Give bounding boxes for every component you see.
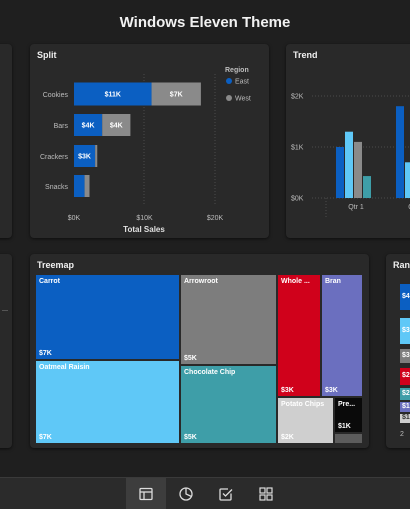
split-bar-label: $4K <box>82 123 95 130</box>
split-bar-west <box>84 175 90 197</box>
trend-bar <box>345 131 353 198</box>
trend-y-tick: $2K <box>291 94 304 101</box>
trend-bar <box>336 147 344 198</box>
trend-title: Trend <box>293 50 318 60</box>
rank-bar-7: $1 <box>400 414 410 423</box>
trend-x-tick: Qtr 1 <box>348 204 364 211</box>
trend-x-tick: Qtr 2 <box>408 204 410 211</box>
split-bar-west <box>151 82 201 106</box>
treemap-tile-label: Whole ... <box>281 278 310 285</box>
split-title: Split <box>37 50 57 60</box>
split-chart: Region East West Total Sales Cookies $11K… <box>40 67 251 234</box>
split-bar-east <box>74 175 85 197</box>
split-category-label: Cookies <box>43 92 69 99</box>
treemap-tile-value: $7K <box>39 434 52 441</box>
trend-y-tick: $0K <box>291 196 304 203</box>
split-legend-west-dot <box>226 95 232 101</box>
treemap-card[interactable]: Treemap Carrot $7K Oatmeal Raisin $7K Arrowr… <box>30 254 369 448</box>
treemap-tile-label: Arrowroot <box>184 278 218 285</box>
treemap-title: Treemap <box>37 260 75 270</box>
split-bar-label: $7K <box>170 92 183 99</box>
treemap-tile[interactable]: Whole ... $3K <box>277 274 321 397</box>
rank-axis-tick: 2 <box>400 431 404 438</box>
treemap-tile-value: $2K <box>281 434 294 441</box>
treemap-tile-label: Potato Chips <box>281 401 325 408</box>
split-category-label: Snacks <box>45 184 68 191</box>
nav-grid-button[interactable] <box>246 478 286 509</box>
treemap-tile-value: $3K <box>281 387 294 394</box>
grid-icon <box>259 487 273 501</box>
split-bar-label: $4K <box>110 123 123 130</box>
rank-bar-3: $3 <box>400 349 410 363</box>
split-x-tick: $0K <box>68 215 81 222</box>
treemap-tile[interactable]: Carrot $7K <box>35 274 180 360</box>
treemap-tile-value: $5K <box>184 434 197 441</box>
pie-chart-icon <box>179 487 193 501</box>
treemap-tile[interactable]: Bran $3K <box>321 274 363 397</box>
treemap-tile[interactable]: Chocolate Chip $5K <box>180 365 277 444</box>
rank-card[interactable]: Rank $4 $3 $3 $2 $2 $1 $1 2 <box>386 254 410 448</box>
nav-checkbox-button[interactable] <box>206 478 246 509</box>
split-bar-label: $3K <box>78 154 91 161</box>
treemap-tile-value: $1K <box>338 423 351 430</box>
treemap-tile-value: $7K <box>39 350 52 357</box>
treemap-tile[interactable]: Pre... $1K <box>334 397 363 433</box>
treemap-tile[interactable]: Potato Chips $2K <box>277 397 334 444</box>
left-top-card-partial[interactable] <box>0 44 12 238</box>
split-card[interactable]: Split Region East West Total Sales Cooki… <box>30 44 269 238</box>
left-bottom-card-partial[interactable] <box>0 254 12 448</box>
treemap-tile[interactable]: Arrowroot $5K <box>180 274 277 365</box>
treemap-tile-label: Bran <box>325 278 341 285</box>
trend-chart: $0K $1K $2K Qtr 1 Qtr 2 <box>291 94 410 219</box>
split-legend-east-label: East <box>235 79 249 86</box>
rank-bar-2: $3 <box>400 318 410 344</box>
rank-title: Rank <box>393 260 410 270</box>
treemap-tile[interactable] <box>334 433 363 444</box>
treemap-tile-label: Chocolate Chip <box>184 369 236 376</box>
rank-bar-5: $2 <box>400 388 410 400</box>
treemap-tile-label: Pre... <box>338 401 356 408</box>
checkbox-icon <box>219 488 233 501</box>
rank-bar-1: $4 <box>400 284 410 310</box>
rank-bar-6: $1 <box>400 402 410 412</box>
split-bar-east <box>74 82 152 106</box>
rank-bar-4: $2 <box>400 368 410 385</box>
treemap-tile-value: $3K <box>325 387 338 394</box>
trend-bar <box>396 106 404 198</box>
treemap-tile-label: Oatmeal Raisin <box>39 364 90 371</box>
split-x-tick: $10K <box>136 215 153 222</box>
nav-pie-chart-button[interactable] <box>166 478 206 509</box>
split-category-label: Crackers <box>40 154 69 161</box>
trend-y-tick: $1K <box>291 145 304 152</box>
split-legend-east-dot <box>226 78 232 84</box>
left-card-divider <box>2 310 8 311</box>
treemap-tile-label: Carrot <box>39 278 61 285</box>
split-legend-west-label: West <box>235 96 251 103</box>
split-bar-label: $11K <box>105 92 121 99</box>
split-category-label: Bars <box>54 123 69 130</box>
report-page-icon <box>139 487 153 501</box>
trend-bar <box>363 176 371 198</box>
split-bar-east <box>74 114 103 136</box>
split-bar-east <box>74 145 96 167</box>
treemap-tile[interactable]: Oatmeal Raisin $7K <box>35 360 180 444</box>
trend-bar <box>405 162 410 198</box>
split-xlabel: Total Sales <box>123 225 165 234</box>
split-bar-west <box>95 145 98 167</box>
bottom-navbar <box>0 477 410 509</box>
treemap-chart: Carrot $7K Oatmeal Raisin $7K Arrowroot $5K Ch… <box>35 274 363 444</box>
split-bar-west <box>102 114 131 136</box>
treemap-tile-value: $5K <box>184 355 197 362</box>
trend-bar <box>354 141 362 198</box>
split-x-tick: $20K <box>207 215 224 222</box>
trend-card[interactable]: Trend $0K $1K $2K Qtr 1 Qtr 2 <box>286 44 410 238</box>
page-title: Windows Eleven Theme <box>119 14 291 31</box>
split-legend-title: Region <box>225 67 249 74</box>
nav-report-page-button[interactable] <box>126 478 166 509</box>
